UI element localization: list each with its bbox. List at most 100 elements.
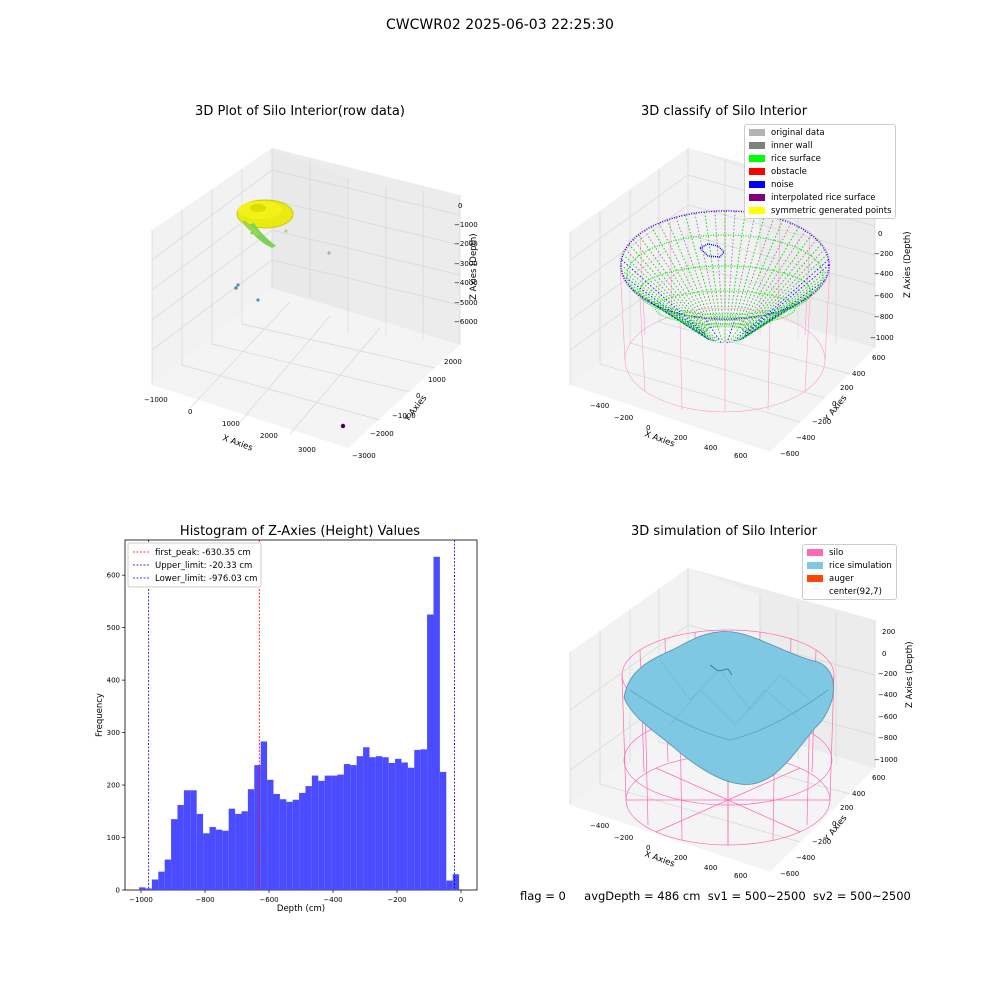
histogram-bar (375, 756, 383, 890)
histogram-bar (158, 871, 165, 890)
histogram-bar (311, 775, 319, 890)
point-ray (622, 254, 706, 334)
x-tick: 200 (674, 434, 687, 442)
histogram-bar (395, 758, 402, 890)
x-axis-label: X Axies (643, 849, 676, 869)
point-ray (704, 317, 722, 344)
point-ray (628, 285, 707, 339)
x-tick: −1000 (129, 896, 153, 904)
point-ray (675, 312, 716, 343)
legend-label: rice simulation (829, 560, 892, 571)
histogram-bar (343, 764, 351, 890)
x-tick: 400 (704, 864, 717, 872)
y-axis-label: Y Axies (822, 393, 850, 425)
z-tick-labels: −6000 −5000 −4000 −3000 −2000 −1000 0 (454, 202, 478, 326)
histogram-bar (439, 771, 447, 890)
histogram-bar (215, 829, 223, 890)
y-tick: −200 (812, 838, 831, 846)
histogram-bar (267, 779, 274, 890)
point-ray (744, 259, 829, 335)
legend-upper-limit: Upper_limit: -20.33 cm (155, 561, 252, 571)
sv2-text: sv2 = 500~2500 (812, 889, 911, 903)
y-tick: 500 (107, 624, 120, 632)
point-ray (638, 234, 709, 331)
panel4-title: 3D simulation of Silo Interior (631, 524, 817, 539)
y-tick-labels: −600 −400 −200 0 200 400 600 (780, 354, 885, 458)
y-tick: 0 (832, 820, 836, 828)
x-tick: −400 (590, 822, 609, 830)
legend-label: auger (829, 573, 854, 584)
z-tick: −4000 (454, 279, 478, 287)
x-tick-labels: −1000 0 1000 2000 3000 (144, 396, 316, 454)
histogram-bar (414, 749, 421, 890)
point-ray (621, 259, 706, 335)
y-tick: −600 (780, 870, 799, 878)
histogram-bar (356, 756, 364, 890)
y-tick: 100 (107, 834, 120, 842)
classify-chart: −400 −200 0 200 400 600 X Axies −600 −40… (569, 148, 913, 460)
legend-label: original data (771, 127, 825, 138)
rice-simulation-surface (623, 631, 834, 785)
y-tick: −1000 (392, 412, 416, 420)
legend-swatch (807, 575, 823, 582)
histogram-bar (196, 813, 204, 890)
point-ray (741, 234, 812, 331)
histogram-bar (177, 804, 184, 890)
x-tick: −1000 (144, 396, 168, 404)
histogram-bar (139, 887, 146, 890)
x-tick: −200 (387, 896, 406, 904)
legend-item: auger (807, 572, 896, 585)
legend-label: center(92,7) (829, 586, 882, 597)
histogram-bar (305, 786, 312, 890)
point-ray (735, 309, 784, 343)
y-tick: 400 (107, 677, 120, 685)
z-axis-label: Z Axies (Depth) (903, 231, 913, 298)
histogram-bar (446, 880, 453, 890)
z-tick: −600 (878, 713, 897, 721)
point-ray (622, 275, 706, 337)
histogram-bar (190, 790, 197, 890)
grid-lines (151, 148, 461, 435)
legend-label: noise (771, 179, 794, 190)
histogram-bar (337, 774, 344, 890)
raw-scatter-chart: −1000 0 1000 2000 3000 X Axies −3000 −20… (144, 148, 479, 460)
simulation-legend: silo rice simulation auger center(92,7) (802, 544, 897, 600)
point-ray (738, 302, 799, 342)
legend-item: center(92,7) (807, 585, 896, 598)
legend-item: rice surface (749, 152, 895, 165)
point-ray (744, 254, 828, 334)
x-tick: −400 (590, 402, 609, 410)
x-axis-label: Depth (cm) (277, 904, 325, 914)
histogram-bar (292, 799, 300, 890)
y-tick: −400 (796, 854, 815, 862)
x-tick: −200 (614, 414, 633, 422)
histogram-bar (401, 762, 408, 890)
histogram-bar (363, 747, 370, 890)
z-tick: −800 (874, 313, 893, 321)
y-tick: 600 (872, 774, 885, 782)
legend-item: inner wall (749, 139, 895, 152)
legend-label: silo (829, 547, 844, 558)
silo-wireframe (619, 209, 831, 413)
z-tick: −400 (874, 270, 893, 278)
y-tick: −200 (812, 418, 831, 426)
histogram-bar (388, 763, 396, 890)
y-tick: −3000 (352, 452, 376, 460)
legend-swatch (749, 142, 765, 149)
status-footer: flag = 0 avgDepth = 486 cm sv1 = 500~250… (520, 889, 911, 903)
y-axis-label: Frequency (95, 693, 105, 737)
z-tick: −600 (874, 292, 893, 300)
histogram-bar (299, 792, 306, 890)
avg-depth-text: avgDepth = 486 cm (584, 889, 701, 903)
histogram-chart: −1000 −800 −600 −400 −200 0 0 100 200 300 400 500 6… (95, 539, 478, 914)
x-axis-label: X Axies (221, 433, 254, 453)
x-tick: 0 (188, 408, 192, 416)
z-tick: −800 (878, 734, 897, 742)
x-tick: −800 (195, 896, 214, 904)
point-ray (632, 239, 708, 332)
point-ray (644, 230, 710, 331)
point-ray (694, 316, 720, 343)
x-tick: 0 (459, 896, 463, 904)
y-axis-label: Y Axies (822, 813, 850, 845)
legend-label: interpolated rice surface (771, 192, 876, 203)
